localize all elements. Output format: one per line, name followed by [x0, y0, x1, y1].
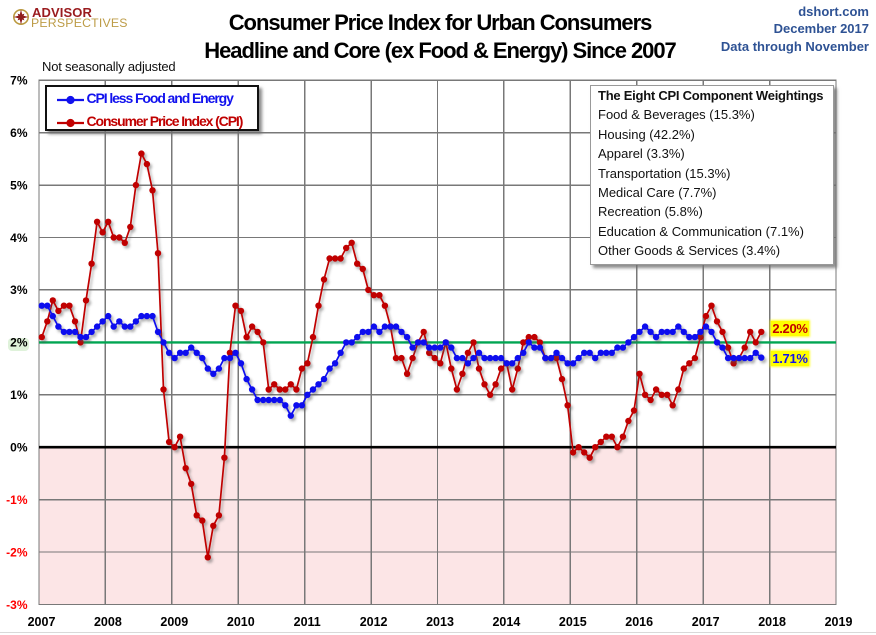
- svg-text:-3%: -3%: [6, 598, 28, 612]
- svg-text:2019: 2019: [825, 615, 853, 629]
- svg-text:2007: 2007: [28, 615, 56, 629]
- svg-text:2015: 2015: [559, 615, 587, 629]
- svg-text:2008: 2008: [94, 615, 122, 629]
- svg-text:0%: 0%: [10, 441, 28, 455]
- svg-text:2018: 2018: [758, 615, 786, 629]
- svg-text:2016: 2016: [625, 615, 653, 629]
- svg-text:1%: 1%: [10, 388, 28, 402]
- svg-text:6%: 6%: [10, 126, 28, 140]
- svg-text:3%: 3%: [10, 283, 28, 297]
- svg-text:2012: 2012: [360, 615, 388, 629]
- svg-text:2014: 2014: [492, 615, 520, 629]
- svg-text:7%: 7%: [10, 74, 28, 88]
- svg-text:2013: 2013: [426, 615, 454, 629]
- svg-text:PERSPECTIVES: PERSPECTIVES: [31, 16, 128, 30]
- svg-text:-1%: -1%: [6, 493, 28, 507]
- svg-text:2%: 2%: [10, 336, 28, 350]
- svg-text:4%: 4%: [10, 231, 28, 245]
- svg-text:5%: 5%: [10, 178, 28, 192]
- svg-text:2017: 2017: [692, 615, 720, 629]
- svg-text:ADVISOR: ADVISOR: [32, 5, 92, 20]
- svg-text:2011: 2011: [294, 615, 321, 629]
- svg-text:2010: 2010: [227, 615, 255, 629]
- svg-text:2009: 2009: [160, 615, 188, 629]
- svg-text:-2%: -2%: [6, 545, 28, 559]
